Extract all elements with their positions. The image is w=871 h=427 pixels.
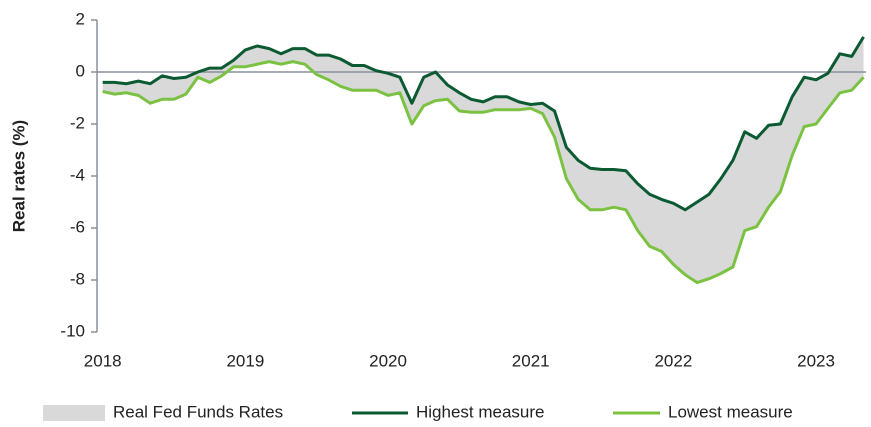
series-line [102,60,865,285]
legend-label: Real Fed Funds Rates [113,402,283,421]
y-tick-label: -8 [70,269,85,288]
x-tick-label: 2021 [512,351,550,370]
y-tick-label: -2 [70,113,85,132]
legend-label: Lowest measure [668,402,793,421]
series-line [102,36,865,212]
legend-label: Highest measure [416,402,545,421]
y-tick-label: 0 [76,61,85,80]
band-area [102,36,864,283]
y-tick-label: -10 [60,321,85,340]
x-tick-label: 2020 [369,351,407,370]
x-tick-label: 2019 [226,351,264,370]
x-tick-label: 2023 [797,351,835,370]
x-tick-label: 2022 [654,351,692,370]
y-tick-label: -6 [70,217,85,236]
y-tick-label: 2 [76,9,85,28]
y-tick-label: -4 [70,165,85,184]
legend-swatch [43,405,105,421]
x-tick-label: 2018 [84,351,122,370]
y-axis-label: Real rates (%) [9,120,28,232]
